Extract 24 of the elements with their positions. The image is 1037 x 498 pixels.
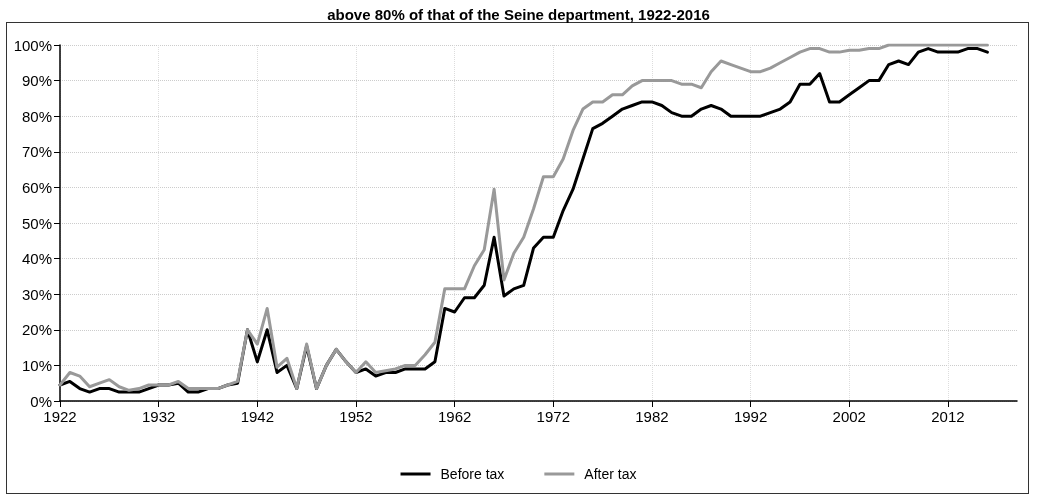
x-tick-label: 2002 — [832, 408, 866, 425]
y-tick-label: 90% — [21, 72, 52, 90]
x-tick-label: 1942 — [240, 408, 275, 425]
legend-label: Before tax — [440, 466, 505, 482]
x-tick-label: 1932 — [141, 408, 176, 425]
legend-label: After tax — [584, 466, 637, 482]
y-tick-label: 50% — [21, 214, 52, 232]
y-tick-label: 10% — [21, 356, 52, 374]
y-tick-label: 70% — [21, 143, 52, 161]
y-tick-label: 30% — [21, 285, 52, 303]
y-tick-label: 100% — [13, 36, 52, 54]
chart-title: above 80% of that of the Seine department, 1922-2016 — [327, 6, 710, 23]
y-tick-label: 40% — [21, 250, 52, 268]
x-tick-label: 1962 — [437, 408, 472, 425]
y-tick-label: 80% — [21, 107, 52, 125]
x-tick-label: 1982 — [635, 408, 669, 425]
x-tick-label: 1952 — [339, 408, 373, 425]
x-tick-label: 2012 — [931, 408, 965, 425]
y-tick-label: 20% — [21, 321, 52, 339]
y-tick-label: 60% — [21, 178, 52, 196]
x-tick-label: 1992 — [733, 408, 768, 425]
y-tick-label: 0% — [30, 392, 52, 410]
x-tick-label: 1922 — [43, 408, 77, 425]
x-tick-label: 1972 — [536, 408, 570, 425]
